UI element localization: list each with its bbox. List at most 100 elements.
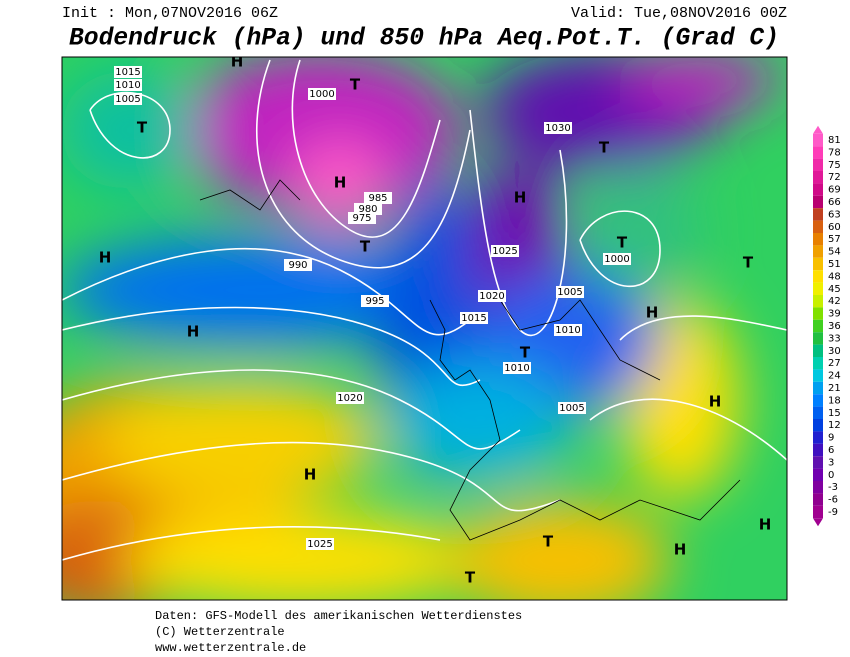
- colorbar-label: 39: [828, 309, 841, 320]
- pressure-center: T: [543, 533, 554, 551]
- isobar-label: 1000: [604, 254, 629, 265]
- isobar-label: 1010: [555, 325, 580, 336]
- pressure-center: H: [759, 516, 772, 534]
- colorbar-bin: [813, 270, 823, 283]
- colorbar-bin: [813, 257, 823, 271]
- colorbar-bin: [813, 233, 823, 246]
- footer-copyright: (C) Wetterzentrale: [155, 625, 285, 639]
- pressure-center: H: [674, 541, 687, 559]
- isobar-label-bg: [554, 324, 582, 336]
- colorbar-bottom-arrow: [813, 518, 823, 527]
- pressure-center: T: [360, 238, 371, 256]
- isobar-label-bg: [284, 259, 312, 271]
- colorbar-label: 48: [828, 271, 841, 282]
- isobar-label-bg: [503, 362, 531, 374]
- isobar-label: 1015: [115, 67, 140, 78]
- colorbar-label: 6: [828, 445, 834, 456]
- isobar-label: 1005: [557, 287, 582, 298]
- colorbar-label: 66: [828, 197, 841, 208]
- isobar-label-bg: [460, 312, 488, 324]
- colorbar-bin: [813, 481, 823, 494]
- isobar-label: 1025: [307, 539, 332, 550]
- colorbar-bin: [813, 419, 823, 432]
- map-area: H T T H T H H H T T H T H T H T T H H 1015 1010 1005 1000 995 9…: [62, 57, 787, 600]
- colorbar-bin: [813, 394, 823, 407]
- colorbar-label: 57: [828, 234, 841, 245]
- pressure-center: H: [646, 304, 659, 322]
- pressure-center: H: [187, 323, 200, 341]
- colorbar-label: 30: [828, 346, 841, 357]
- footer-source: Daten: GFS-Modell des amerikanischen Wet…: [155, 609, 522, 623]
- colorbar-label: 54: [828, 247, 841, 258]
- colorbar-label: 42: [828, 296, 841, 307]
- colorbar-label: 63: [828, 209, 841, 220]
- colorbar-bin: [813, 406, 823, 419]
- pressure-center: T: [137, 119, 148, 137]
- isobar-label: 975: [352, 213, 371, 224]
- isobar-label-bg: [114, 93, 142, 105]
- isobar-label: 1005: [559, 403, 584, 414]
- colorbar-label: 51: [828, 259, 841, 270]
- isobar-label: 1010: [115, 80, 140, 91]
- colorbar-bin: [813, 431, 823, 444]
- colorbar-bin: [813, 332, 823, 345]
- footer-url: www.wetterzentrale.de: [155, 641, 306, 655]
- colorbar-bin: [813, 133, 823, 147]
- colorbar-bin: [813, 208, 823, 221]
- pressure-center: H: [304, 466, 317, 484]
- isobar-label-bg: [603, 253, 631, 265]
- colorbar-label: -9: [828, 507, 838, 518]
- isobar-label-bg: [361, 295, 389, 307]
- colorbar-label: 78: [828, 147, 841, 158]
- pressure-center: T: [465, 569, 476, 587]
- colorbar-bin: [813, 505, 823, 519]
- pressure-center: H: [334, 174, 347, 192]
- pressure-center: T: [520, 344, 531, 362]
- pressure-center: T: [617, 234, 628, 252]
- colorbar-label: 18: [828, 395, 841, 406]
- temperature-field: [62, 57, 780, 600]
- pressure-center: H: [99, 249, 112, 267]
- map-frame: [61, 56, 788, 601]
- colorbar-label: 0: [828, 470, 834, 481]
- colorbar-bin: [813, 195, 823, 209]
- isobar-label: 980: [358, 204, 377, 215]
- isobar-label-bg: [556, 286, 584, 298]
- valid-time: Valid: Tue,08NOV2016 00Z: [571, 5, 787, 22]
- colorbar-label: -3: [828, 482, 838, 493]
- isobar-label-bg: [558, 402, 586, 414]
- isobar-label: 1000: [309, 89, 334, 100]
- colorbar-bin: [813, 245, 823, 258]
- colorbar-label: 12: [828, 420, 841, 431]
- colorbar-bin: [813, 344, 823, 357]
- colorbar-label: 36: [828, 321, 841, 332]
- pressure-center: T: [743, 254, 754, 272]
- isobar-label: 1020: [337, 393, 362, 404]
- colorbar-bin: [813, 158, 823, 171]
- colorbar-bin: [813, 468, 823, 481]
- map-title: Bodendruck (hPa) und 850 hPa Aeq.Pot.T. …: [69, 24, 779, 53]
- pressure-center: H: [514, 189, 527, 207]
- pressure-centers: H T T H T H H H T T H T H T H T T H H: [99, 57, 772, 587]
- colorbar-bin: [813, 319, 823, 333]
- pressure-center: H: [709, 393, 722, 411]
- colorbar-label: 33: [828, 333, 841, 344]
- isobar-label: 1025: [492, 246, 517, 257]
- colorbar-bin: [813, 282, 823, 295]
- colorbar-label: 21: [828, 383, 841, 394]
- colorbar-bin: [813, 381, 823, 395]
- isobar-label-bg: [478, 290, 506, 302]
- colorbar-bin: [813, 295, 823, 308]
- colorbar-label: 15: [828, 408, 841, 419]
- init-time: Init : Mon,07NOV2016 06Z: [62, 5, 278, 22]
- colorbar-label: -6: [828, 495, 838, 506]
- isobar-label: 1015: [461, 313, 486, 324]
- colorbar-label: 81: [828, 135, 841, 146]
- colorbar-label: 69: [828, 185, 841, 196]
- colorbar-bin: [813, 357, 823, 370]
- isobar-label: 1010: [504, 363, 529, 374]
- colorbar-top-arrow: [813, 125, 823, 134]
- colorbar-bin: [813, 307, 823, 320]
- isobar-label-bg: [491, 245, 519, 257]
